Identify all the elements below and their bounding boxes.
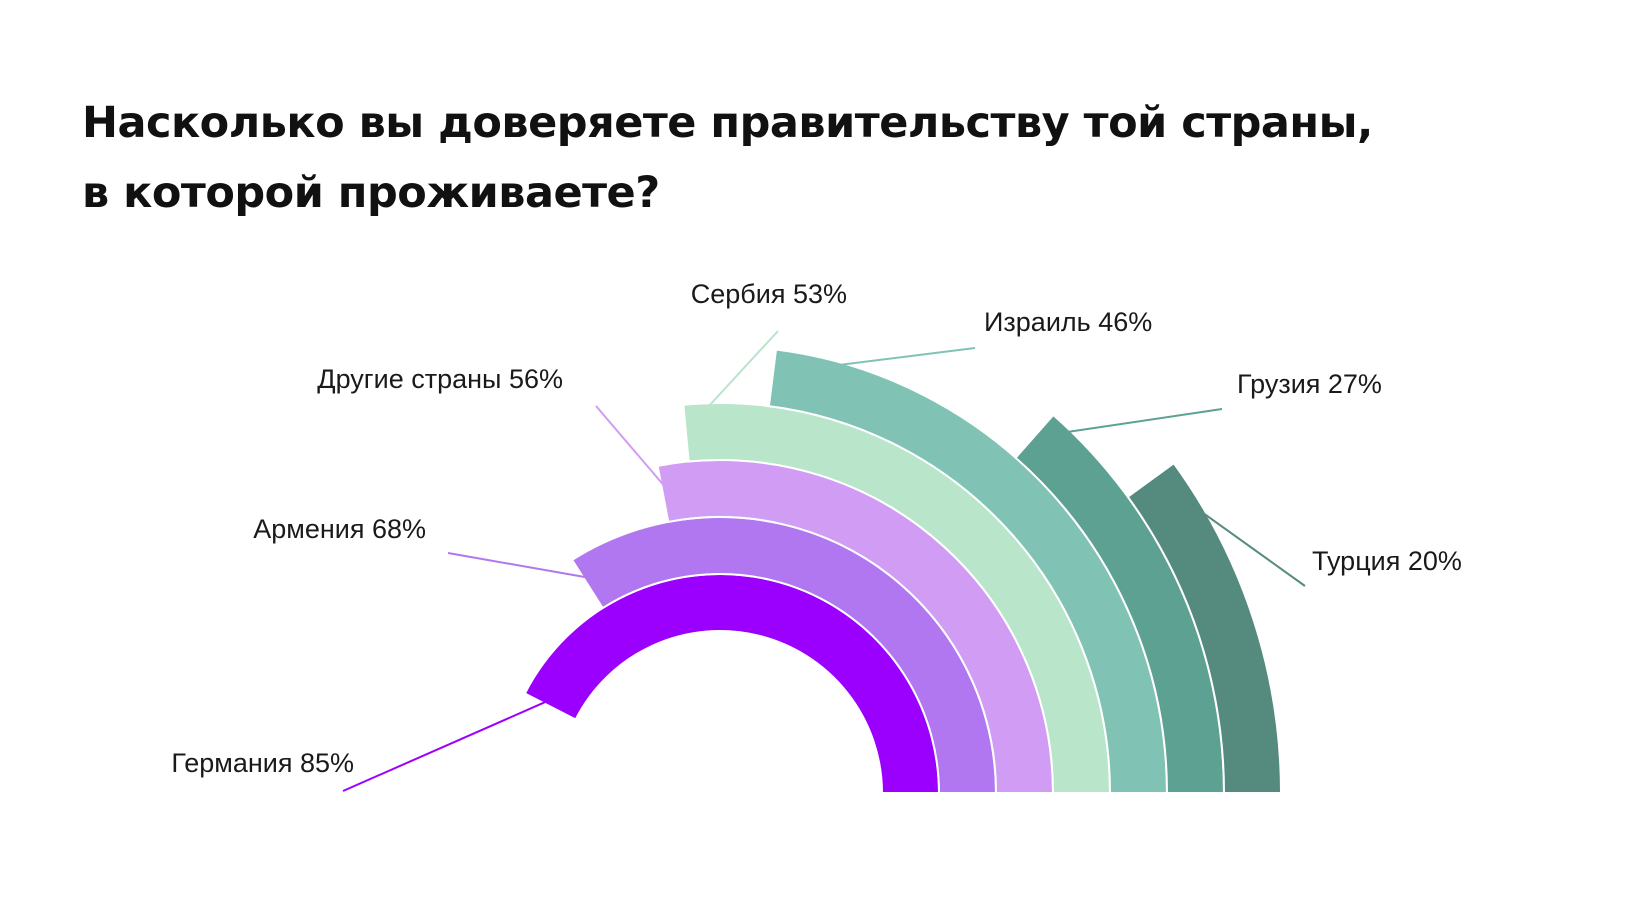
leader-line-израиль — [778, 347, 976, 374]
leader-line-другие-страны — [595, 405, 667, 488]
data-label-германия: Германия 85% — [171, 748, 354, 778]
data-label-турция: Турция 20% — [1312, 546, 1462, 576]
chart-title: Насколько вы доверяете правительству той… — [82, 88, 1373, 228]
data-label-израиль: Израиль 46% — [984, 307, 1152, 337]
data-label-армения: Армения 68% — [253, 514, 426, 544]
chart-title-line-2: в которой проживаете? — [82, 168, 660, 218]
leader-line-армения — [447, 552, 587, 579]
data-label-грузия: Грузия 27% — [1237, 369, 1382, 399]
chart-title-line-1: Насколько вы доверяете правительству той… — [82, 98, 1373, 148]
leader-line-грузия — [1042, 408, 1223, 437]
leader-line-турция — [1158, 480, 1306, 587]
leader-line-сербия — [689, 330, 779, 428]
leader-line-германия — [342, 700, 547, 792]
data-label-сербия: Сербия 53% — [691, 279, 847, 309]
bar-турция — [1126, 461, 1283, 794]
data-label-другие-страны: Другие страны 56% — [317, 364, 563, 394]
